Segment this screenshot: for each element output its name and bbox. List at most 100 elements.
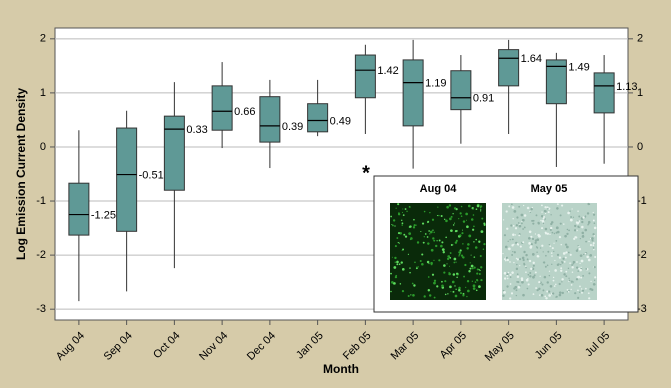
image-speckle (473, 266, 476, 269)
box (211, 85, 233, 131)
y2-tick-label: -3 (637, 303, 647, 315)
image-speckle (511, 254, 514, 256)
image-speckle (432, 237, 435, 240)
image-speckle (433, 239, 436, 242)
image-speckle (459, 292, 462, 295)
image-speckle (474, 246, 478, 249)
image-speckle (414, 261, 416, 264)
image-speckle (578, 291, 581, 293)
image-speckle (575, 278, 579, 281)
y2-tick-label: 2 (637, 33, 643, 45)
image-speckle (515, 257, 518, 260)
image-speckle (429, 233, 431, 235)
image-speckle (448, 272, 451, 276)
image-speckle (560, 263, 562, 266)
image-speckle (555, 283, 557, 286)
image-speckle (547, 208, 549, 210)
inset-marker: * (362, 162, 370, 184)
image-speckle (506, 285, 509, 288)
image-speckle (588, 272, 591, 275)
image-speckle (396, 260, 399, 264)
image-speckle (459, 249, 462, 252)
image-speckle (483, 243, 486, 246)
image-speckle (575, 249, 579, 252)
image-speckle (474, 281, 477, 283)
image-speckle (521, 220, 523, 223)
image-speckle (557, 263, 560, 266)
image-speckle (594, 256, 597, 259)
image-speckle (539, 275, 541, 277)
image-speckle (593, 279, 596, 282)
median-label: 0.66 (234, 106, 255, 118)
image-speckle (459, 212, 462, 215)
image-speckle (534, 233, 537, 235)
image-speckle (522, 228, 524, 230)
image-speckle (479, 255, 482, 258)
image-speckle (454, 222, 456, 224)
image-speckle (471, 280, 474, 282)
image-speckle (568, 229, 570, 232)
image-speckle (537, 221, 540, 225)
image-speckle (577, 220, 579, 222)
image-speckle (516, 258, 519, 261)
image-speckle (538, 280, 541, 284)
image-speckle (390, 290, 392, 293)
image-speckle (542, 289, 545, 292)
image-speckle (551, 263, 553, 266)
image-speckle (413, 218, 415, 221)
image-speckle (555, 240, 558, 242)
image-speckle (576, 261, 578, 263)
image-speckle (503, 234, 507, 237)
image-speckle (570, 283, 573, 286)
image-speckle (578, 226, 580, 229)
image-speckle (469, 267, 472, 270)
image-speckle (423, 210, 426, 213)
image-speckle (449, 252, 452, 254)
image-speckle (529, 211, 532, 213)
image-speckle (550, 252, 553, 254)
image-speckle (572, 216, 575, 218)
image-speckle (527, 273, 530, 276)
image-speckle (567, 290, 570, 293)
image-speckle (468, 234, 472, 238)
image-speckle (452, 273, 456, 276)
image-speckle (433, 281, 436, 285)
image-speckle (540, 247, 542, 249)
image-speckle (430, 248, 434, 252)
image-speckle (506, 227, 509, 230)
image-speckle (535, 214, 538, 217)
image-speckle (429, 211, 431, 214)
image-speckle (584, 228, 588, 232)
box (498, 49, 520, 87)
image-speckle (523, 262, 525, 265)
image-speckle (579, 285, 581, 288)
image-speckle (532, 261, 535, 265)
image-speckle (427, 276, 430, 278)
image-speckle (455, 261, 457, 263)
image-speckle (509, 261, 511, 263)
image-speckle (436, 240, 438, 242)
y2-tick-label: 0 (637, 141, 643, 153)
image-speckle (581, 289, 585, 292)
image-speckle (587, 220, 591, 224)
image-speckle (398, 212, 400, 215)
image-speckle (443, 218, 446, 221)
image-speckle (433, 279, 437, 282)
image-speckle (428, 294, 432, 297)
image-speckle (551, 221, 554, 224)
image-speckle (401, 290, 405, 293)
image-speckle (577, 244, 579, 247)
box (68, 182, 90, 236)
image-speckle (535, 246, 538, 248)
image-speckle (532, 293, 535, 296)
image-speckle (528, 259, 532, 263)
image-speckle (440, 214, 443, 217)
image-speckle (415, 267, 418, 270)
image-speckle (564, 234, 567, 238)
image-speckle (549, 233, 551, 236)
image-speckle (462, 256, 465, 259)
image-speckle (515, 224, 518, 227)
image-speckle (512, 225, 515, 227)
image-speckle (569, 210, 571, 212)
image-speckle (554, 269, 556, 272)
